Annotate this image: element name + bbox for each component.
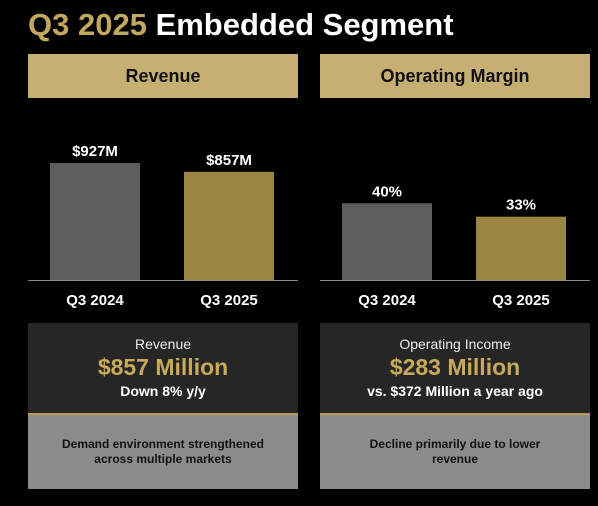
data-label: $857M (206, 152, 252, 169)
operating-margin-chart: 40% Q3 2024 33% Q3 2025 (320, 98, 590, 323)
data-label: 33% (506, 197, 536, 214)
category-label: Q3 2024 (66, 292, 124, 309)
panel-header-operating-margin: Operating Margin (320, 54, 590, 98)
bar-q3-2025 (476, 216, 566, 280)
operating-margin-chart-svg: 40% Q3 2024 33% Q3 2025 (320, 183, 590, 309)
page-title: Q3 2025 Embedded Segment (28, 5, 454, 45)
revenue-panel: Revenue $927M Q3 2024 $857M Q3 2025 Revenue… (28, 54, 298, 489)
operating-income-stat-box: Operating Income $283 Million vs. $372 M… (320, 323, 590, 415)
data-label: 40% (372, 183, 402, 200)
bar-q3-2024 (342, 203, 432, 280)
revenue-chart: $927M Q3 2024 $857M Q3 2025 (28, 98, 298, 323)
bar-q3-2025 (184, 171, 274, 280)
category-label: Q3 2025 (492, 292, 550, 309)
stat-sub: Down 8% y/y (120, 383, 206, 399)
title-highlight: Q3 2025 (28, 7, 147, 42)
revenue-stat-box: Revenue $857 Million Down 8% y/y (28, 323, 298, 415)
stat-label: Revenue (134, 336, 192, 352)
data-label: $927M (72, 143, 118, 160)
bar-q3-2024 (50, 163, 140, 280)
operating-margin-panel: Operating Margin 40% Q3 2024 33% Q3 2025 Op… (320, 54, 590, 489)
title-rest: Embedded Segment (155, 7, 454, 42)
category-label: Q3 2024 (358, 292, 416, 309)
revenue-note: Demand environment strengthened across m… (28, 415, 298, 489)
operating-margin-note: Decline primarily due to lower revenue (320, 415, 590, 489)
category-label: Q3 2025 (200, 292, 258, 309)
stat-value: $283 Million (389, 354, 521, 380)
stat-label: Operating Income (399, 336, 511, 352)
stat-value: $857 Million (97, 354, 229, 380)
stat-sub: vs. $372 Million a year ago (367, 383, 543, 399)
panel-header-revenue: Revenue (28, 54, 298, 98)
revenue-chart-svg: $927M Q3 2024 $857M Q3 2025 (28, 143, 298, 309)
